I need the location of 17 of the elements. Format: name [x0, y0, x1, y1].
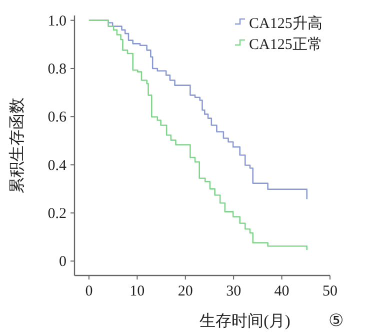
y-tick-label: 0.2 — [48, 206, 66, 222]
x-axis-title: 生存时间(月) — [200, 312, 290, 330]
x-tick-label: 30 — [226, 284, 242, 300]
legend-label: CA125正常 — [249, 36, 322, 53]
x-tick-label: 20 — [178, 284, 193, 300]
y-tick-label: 0.6 — [48, 110, 67, 126]
x-tick-label: 0 — [85, 284, 93, 300]
y-axis-title: 累积生存函数 — [8, 98, 26, 194]
y-tick-label: 1.0 — [48, 13, 66, 30]
x-tick-label: 10 — [130, 284, 145, 300]
x-tick-label: 50 — [322, 284, 338, 300]
y-tick-label: 0 — [59, 254, 66, 270]
legend-label: CA125升高 — [249, 15, 322, 32]
text: ⑤ — [328, 311, 344, 330]
x-tick-label: 40 — [274, 284, 290, 300]
y-tick-label: 0.8 — [48, 61, 66, 78]
y-tick-label: 0.4 — [48, 158, 67, 174]
